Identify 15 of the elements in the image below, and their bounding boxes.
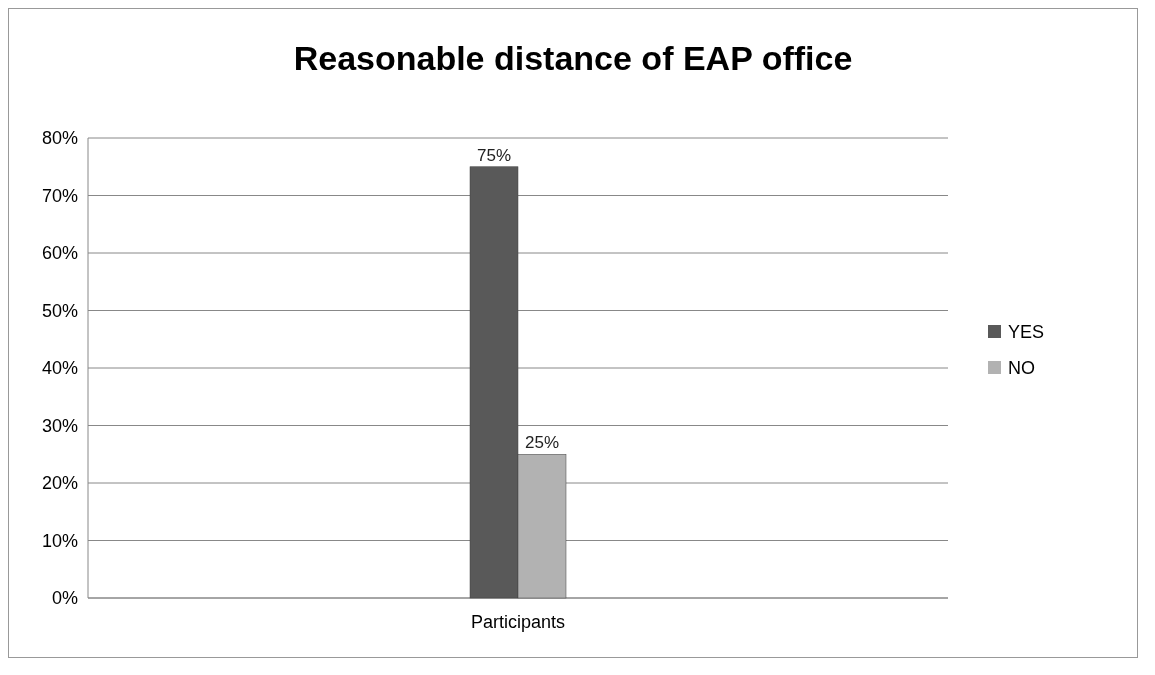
- y-tick-label: 20%: [41, 473, 78, 494]
- legend-label: NO: [1008, 358, 1035, 379]
- data-label: 75%: [476, 145, 512, 165]
- y-tick-label: 40%: [41, 358, 78, 379]
- chart-title: Reasonable distance of EAP office: [293, 39, 853, 77]
- y-tick-label: 60%: [41, 243, 78, 264]
- y-tick-label: 30%: [41, 415, 78, 436]
- x-tick-label: Participants: [470, 612, 566, 632]
- y-tick-label: 50%: [41, 300, 78, 321]
- legend-label: YES: [1008, 322, 1045, 343]
- y-tick-label: 10%: [41, 530, 78, 551]
- y-tick-label: 0%: [51, 588, 78, 609]
- y-tick-label: 80%: [41, 128, 78, 149]
- y-tick-label: 70%: [41, 185, 78, 206]
- data-label: 25%: [524, 433, 560, 453]
